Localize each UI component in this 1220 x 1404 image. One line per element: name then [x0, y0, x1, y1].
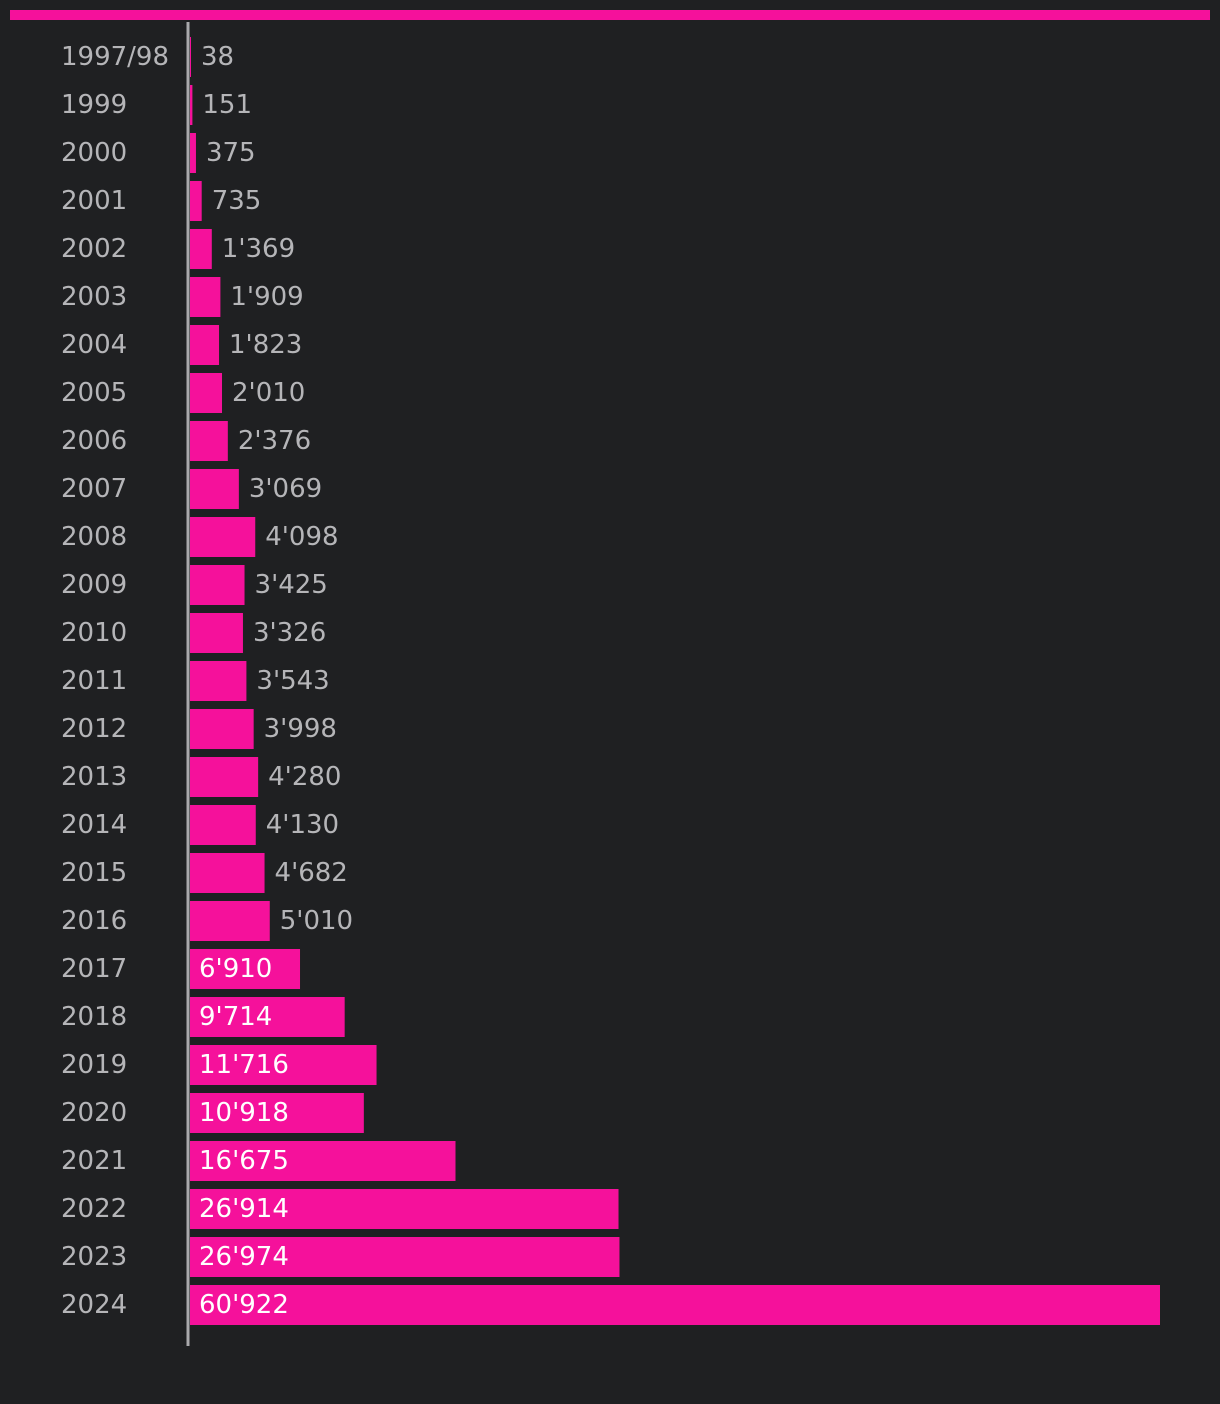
value-label: 3'326	[253, 618, 326, 648]
bar-2019	[190, 1045, 377, 1085]
category-label: 2011	[61, 666, 127, 696]
value-label: 4'130	[266, 810, 339, 840]
value-label: 16'675	[199, 1146, 289, 1176]
value-label: 375	[206, 138, 256, 168]
bar-2021	[190, 1141, 456, 1181]
category-label: 2004	[61, 330, 127, 360]
bar-2006	[190, 421, 228, 461]
bar-1997-98	[190, 37, 191, 77]
category-label: 2023	[61, 1242, 127, 1272]
bar-2009	[190, 565, 245, 605]
value-label: 3'998	[264, 714, 337, 744]
bars-group	[190, 37, 1160, 1325]
category-label: 2019	[61, 1050, 127, 1080]
value-label: 9'714	[199, 1002, 272, 1032]
bar-2020	[190, 1093, 364, 1133]
value-label: 1'909	[230, 282, 303, 312]
bar-2022	[190, 1189, 619, 1229]
value-label: 3'543	[256, 666, 329, 696]
category-label: 1997/98	[61, 42, 169, 72]
category-label: 2012	[61, 714, 127, 744]
category-label: 2007	[61, 474, 127, 504]
bar-2016	[190, 901, 270, 941]
bar-2008	[190, 517, 256, 557]
value-label: 4'098	[265, 522, 338, 552]
category-label: 2018	[61, 1002, 127, 1032]
value-label: 1'823	[229, 330, 302, 360]
category-label: 2024	[61, 1290, 127, 1320]
value-label: 4'682	[275, 858, 348, 888]
bar-2015	[190, 853, 265, 893]
bar-2014	[190, 805, 256, 845]
bar-2002	[190, 229, 212, 269]
category-label: 2013	[61, 762, 127, 792]
category-label: 2006	[61, 426, 127, 456]
category-label: 2021	[61, 1146, 127, 1176]
category-label: 2015	[61, 858, 127, 888]
bar-2018	[190, 997, 345, 1037]
bar-2017	[190, 949, 301, 989]
bar-2004	[190, 325, 220, 365]
value-label: 2'010	[232, 378, 305, 408]
accent-line	[10, 10, 1210, 20]
value-label: 11'716	[199, 1050, 289, 1080]
value-labels-group: 38 151 375 735 1'369 1'909 1'823 2'010 2'376 3'06…	[199, 42, 353, 1320]
category-label: 2002	[61, 234, 127, 264]
category-label: 2001	[61, 186, 127, 216]
value-label: 1'369	[222, 234, 295, 264]
category-label: 2009	[61, 570, 127, 600]
category-label: 2005	[61, 378, 127, 408]
bar-2011	[190, 661, 247, 701]
category-label: 2014	[61, 810, 127, 840]
value-label: 735	[212, 186, 262, 216]
category-labels-group: 1997/98 1999 2000 2001 2002 2003 2004 2005 2006 2…	[61, 42, 169, 1320]
bar-2000	[190, 133, 196, 173]
value-label: 3'069	[249, 474, 322, 504]
value-label: 151	[202, 90, 252, 120]
value-label: 3'425	[255, 570, 328, 600]
category-label: 2020	[61, 1098, 127, 1128]
value-label: 5'010	[280, 906, 353, 936]
category-label: 2008	[61, 522, 127, 552]
bar-2003	[190, 277, 221, 317]
category-label: 2016	[61, 906, 127, 936]
value-label: 6'910	[199, 954, 272, 984]
bar-2001	[190, 181, 202, 221]
category-label: 2000	[61, 138, 127, 168]
bar-2024	[190, 1285, 1160, 1325]
category-label: 2022	[61, 1194, 127, 1224]
value-label: 10'918	[199, 1098, 289, 1128]
bar-2005	[190, 373, 222, 413]
category-label: 2010	[61, 618, 127, 648]
bar-1999	[190, 85, 193, 125]
value-label: 38	[201, 42, 234, 72]
value-label: 60'922	[199, 1290, 289, 1320]
category-label: 2003	[61, 282, 127, 312]
value-label: 26'914	[199, 1194, 289, 1224]
value-label: 26'974	[199, 1242, 289, 1272]
bar-2010	[190, 613, 243, 653]
category-label: 2017	[61, 954, 127, 984]
value-label: 2'376	[238, 426, 311, 456]
bar-2013	[190, 757, 259, 797]
bar-2023	[190, 1237, 620, 1277]
category-label: 1999	[61, 90, 127, 120]
bar-2007	[190, 469, 239, 509]
bar-2012	[190, 709, 254, 749]
value-label: 4'280	[268, 762, 341, 792]
